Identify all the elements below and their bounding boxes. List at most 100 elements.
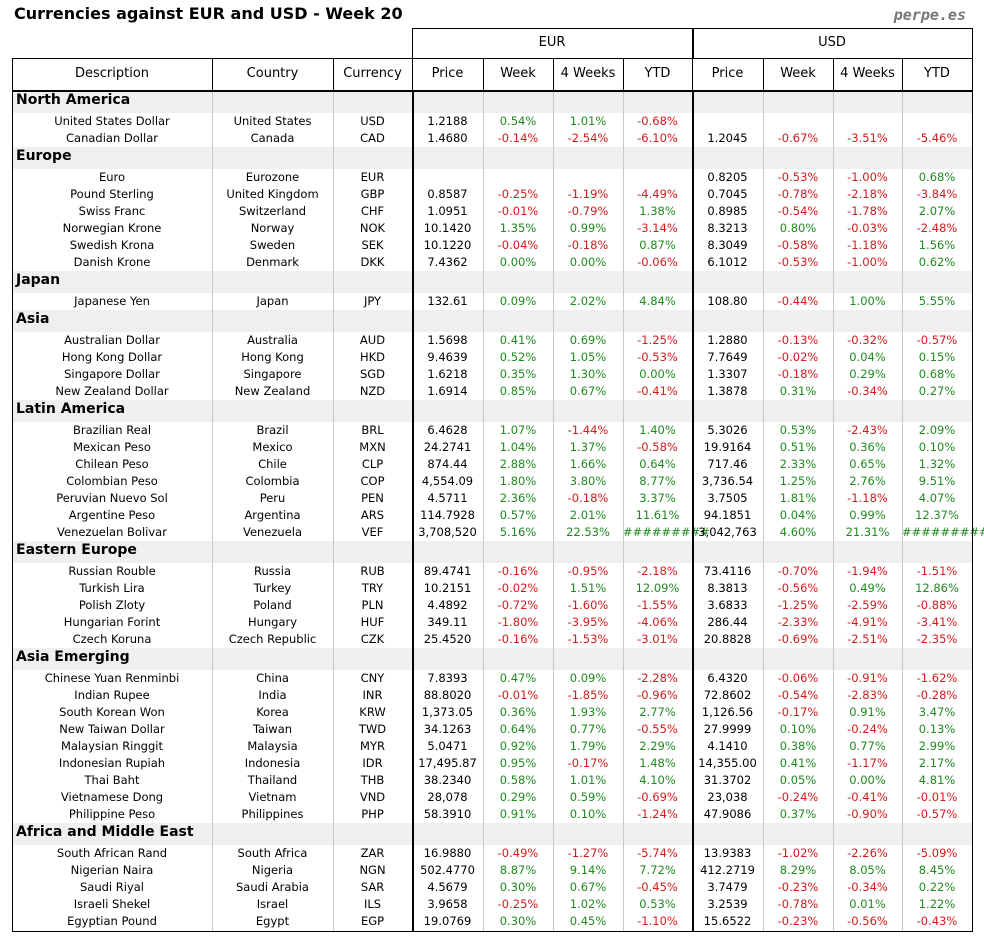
table-cell: -0.28% [916, 688, 958, 702]
table-cell: 7.8393 [427, 671, 468, 685]
table-cell: -0.16% [497, 564, 539, 578]
column-divider [833, 90, 834, 932]
table-cell: CAD [360, 131, 385, 145]
table-cell: 0.8205 [707, 170, 748, 184]
table-cell: -4.91% [847, 615, 888, 629]
table-cell: PHP [361, 807, 384, 821]
table-cell: -2.59% [847, 598, 888, 612]
table-cell: -1.51% [916, 564, 958, 578]
table-cell: 0.91% [849, 705, 886, 719]
table-cell: -0.18% [567, 238, 609, 252]
table-cell: 2.77% [639, 705, 676, 719]
table-cell: Brazilian Real [72, 423, 152, 437]
table-cell: 0.92% [499, 739, 537, 753]
table-cell: 0.91% [499, 807, 537, 821]
column-divider [902, 90, 903, 932]
table-cell: 0.35% [499, 367, 537, 381]
column-header: 4 Weeks [560, 66, 616, 81]
table-cell: -1.60% [567, 598, 609, 612]
table-cell: 1.07% [499, 423, 537, 437]
table-cell: -0.23% [777, 914, 819, 928]
table-cell: 1.80% [499, 474, 537, 488]
table-cell: Saudi Arabia [236, 880, 309, 894]
table-cell: -5.46% [916, 131, 958, 145]
table-cell: CNY [360, 671, 385, 685]
table-cell: 4,554.09 [421, 474, 474, 488]
table-cell: 1.0951 [427, 204, 468, 218]
table-cell: 0.10% [918, 440, 956, 454]
table-cell: 2.07% [918, 204, 956, 218]
table-cell: -0.57% [916, 807, 958, 821]
column-divider [333, 58, 334, 90]
column-header: 4 Weeks [840, 66, 895, 81]
table-cell: 8.29% [779, 863, 817, 877]
table-cell: Mexico [252, 440, 293, 454]
table-cell: USD [360, 114, 385, 128]
table-cell: 4.5711 [427, 491, 468, 505]
group-band [12, 147, 972, 169]
table-cell: -1.55% [637, 598, 678, 612]
table-cell: -5.09% [916, 846, 958, 860]
table-cell: -0.01% [497, 204, 539, 218]
table-cell: -4.49% [637, 187, 678, 201]
table-cell: Swiss Franc [78, 204, 146, 218]
table-cell: 0.30% [499, 914, 537, 928]
table-cell: ZAR [360, 846, 385, 860]
table-cell: 0.77% [569, 722, 607, 736]
table-cell: Vietnam [248, 790, 297, 804]
table-cell: -0.01% [497, 688, 539, 702]
table-cell: 6.4320 [707, 671, 748, 685]
table-cell: -2.48% [916, 221, 958, 235]
table-cell: 4.4892 [427, 598, 468, 612]
table-cell: 8.45% [918, 863, 956, 877]
column-divider [902, 58, 903, 90]
table-cell: -0.79% [567, 204, 609, 218]
table-cell: 717.46 [707, 457, 748, 471]
table-cell: Norwegian Krone [62, 221, 162, 235]
table-cell: -0.96% [637, 688, 678, 702]
table-cell: 1.00% [849, 294, 886, 308]
table-cell: 4.60% [779, 525, 817, 539]
table-cell: GBP [360, 187, 385, 201]
table-cell: -1.94% [847, 564, 888, 578]
table-cell: TRY [361, 581, 384, 595]
table-cell: 1.4680 [427, 131, 468, 145]
table-cell: 0.67% [569, 880, 607, 894]
table-cell: 0.59% [569, 790, 607, 804]
table-cell: Hungarian Forint [63, 615, 161, 629]
table-cell: 7.4362 [427, 255, 468, 269]
table-cell: Danish Krone [73, 255, 151, 269]
table-cell: Thailand [247, 773, 298, 787]
table-cell: 0.09% [499, 294, 537, 308]
table-cell: MYR [360, 739, 385, 753]
table-cell: 286.44 [707, 615, 748, 629]
table-cell: 0.00% [849, 773, 886, 787]
table-cell: 1.3307 [707, 367, 748, 381]
page-title: Currencies against EUR and USD - Week 20 [14, 4, 403, 23]
table-cell: 0.09% [569, 671, 607, 685]
table-cell: -2.18% [637, 564, 678, 578]
table-cell: 58.3910 [423, 807, 472, 821]
table-cell: -0.53% [777, 170, 819, 184]
table-cell: -0.56% [777, 581, 819, 595]
table-cell: Eurozone [245, 170, 300, 184]
table-cell: 0.77% [849, 739, 886, 753]
table-cell: -0.69% [777, 632, 819, 646]
table-cell: Saudi Riyal [79, 880, 145, 894]
table-cell: 34.1263 [423, 722, 472, 736]
table-cell: -0.17% [567, 756, 609, 770]
table-cell: 2.09% [918, 423, 956, 437]
table-cell: Peru [259, 491, 286, 505]
table-cell: RUB [360, 564, 385, 578]
table-cell: Korea [256, 705, 289, 719]
group-band [12, 823, 972, 845]
table-cell: -0.06% [777, 671, 819, 685]
group-band [12, 541, 972, 563]
table-cell: -0.24% [847, 722, 888, 736]
table-cell: 8.77% [639, 474, 676, 488]
table-cell: 1.56% [918, 238, 956, 252]
table-cell: ARS [360, 508, 385, 522]
table-cell: 2.02% [569, 294, 607, 308]
table-cell: 11.61% [635, 508, 680, 522]
table-cell: 0.64% [639, 457, 676, 471]
